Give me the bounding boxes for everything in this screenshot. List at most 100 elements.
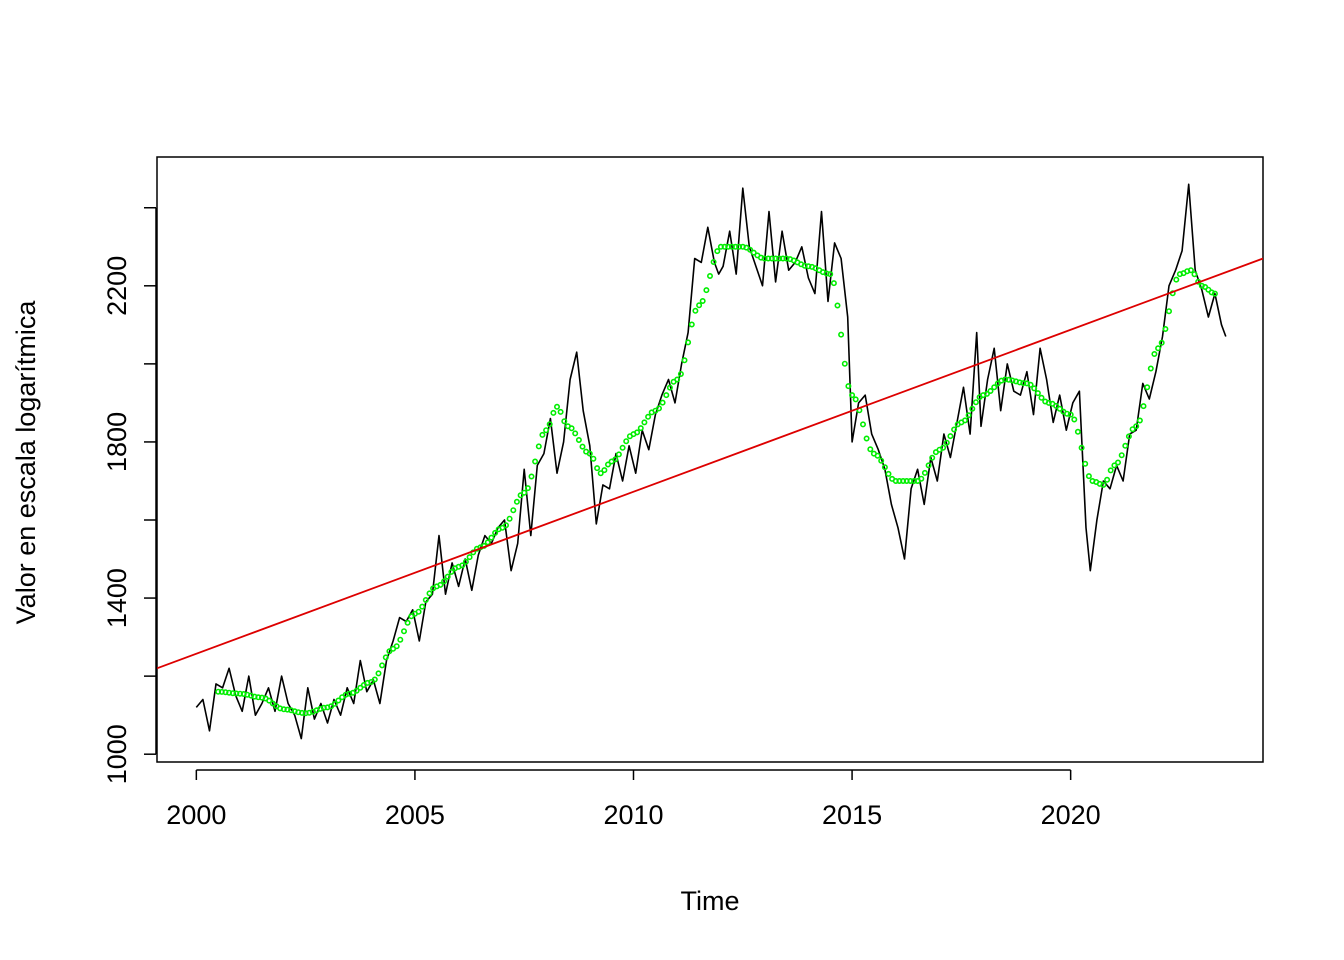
smoothed-point [586, 450, 593, 457]
x-tick-label: 2000 [166, 800, 226, 830]
smoothed-point [1056, 405, 1063, 412]
smoothed-point [961, 417, 968, 424]
smoothed-point [441, 578, 448, 585]
smoothed-point [444, 573, 451, 580]
smoothed-point [645, 413, 652, 420]
smoothed-point [637, 425, 644, 432]
series-line-observed [195, 183, 1227, 740]
smoothed-point [484, 539, 491, 546]
smoothed-point [532, 458, 539, 465]
smoothed-point [972, 399, 979, 406]
smoothed-point [994, 380, 1001, 387]
smoothed-point [371, 676, 378, 683]
smoothed-point [543, 427, 550, 434]
x-tick-label: 2005 [385, 800, 445, 830]
y-tick-label: 2200 [102, 256, 132, 316]
smoothed-point [266, 697, 273, 704]
smoothed-point [940, 444, 947, 451]
smoothed-point [594, 465, 601, 472]
smoothed-point [382, 654, 389, 661]
smoothed-point [506, 515, 513, 522]
smoothed-point [397, 636, 404, 643]
smoothed-point [604, 461, 611, 468]
smoothed-point [579, 443, 586, 450]
smoothed-point [572, 430, 579, 437]
smoothed-point [561, 418, 568, 425]
smoothed-point [1034, 390, 1041, 397]
smoothed-point [859, 421, 866, 428]
smoothed-point [1144, 384, 1151, 391]
y-axis-label: Valor en escala logarítmica [11, 300, 41, 625]
smoothed-point [965, 412, 972, 419]
smoothed-point [874, 452, 881, 459]
smoothed-point [335, 697, 342, 704]
smoothed-point [1133, 423, 1140, 430]
smoothed-point [1115, 459, 1122, 466]
smoothed-point [983, 390, 990, 397]
x-tick-label: 2015 [822, 800, 882, 830]
smoothed-point [1187, 267, 1194, 274]
smoothed-point [655, 405, 662, 412]
smoothed-point [404, 619, 411, 626]
smoothed-point [1085, 473, 1092, 480]
smoothed-point [659, 399, 666, 406]
smoothed-point [1122, 442, 1129, 449]
smoothed-point [426, 590, 433, 597]
smoothed-point [1129, 426, 1136, 433]
smoothed-point [991, 384, 998, 391]
smoothed-point [1166, 308, 1173, 315]
smoothed-point [925, 462, 932, 469]
smoothed-point [1173, 276, 1180, 283]
smoothed-point [448, 568, 455, 575]
smoothed-point [834, 302, 841, 309]
smoothed-point [634, 429, 641, 436]
smoothed-point [1071, 416, 1078, 423]
smoothed-point [1078, 444, 1085, 451]
smoothed-point [750, 249, 757, 256]
smoothed-point [929, 454, 936, 461]
smoothed-point [830, 280, 837, 287]
smoothed-point [462, 558, 469, 565]
smoothed-point [728, 243, 735, 250]
smoothed-point [1147, 365, 1154, 372]
smoothed-point [1074, 428, 1081, 435]
smoothed-point [466, 554, 473, 561]
smoothed-point [590, 455, 597, 462]
smoothed-point [943, 439, 950, 446]
smoothed-point [510, 507, 517, 514]
smoothed-point [918, 475, 925, 482]
smoothed-point [459, 562, 466, 569]
smoothed-point [732, 243, 739, 250]
smoothed-point [1053, 402, 1060, 409]
smoothed-point [1111, 462, 1118, 469]
smoothed-point [921, 469, 928, 476]
smoothed-point [841, 360, 848, 367]
smoothed-point [703, 287, 710, 294]
x-tick-label: 2020 [1041, 800, 1101, 830]
smoothed-point [375, 670, 382, 677]
smoothed-point [867, 446, 874, 453]
x-tick-label: 2010 [603, 800, 663, 830]
smoothed-point [575, 436, 582, 443]
smoothed-point [674, 376, 681, 383]
series-line-trend [157, 257, 1263, 670]
series-points-smoothed [215, 243, 1218, 717]
smoothed-point [1100, 481, 1107, 488]
smoothed-point [878, 457, 885, 464]
smoothed-point [422, 596, 429, 603]
smoothed-point [987, 387, 994, 394]
smoothed-point [947, 433, 954, 440]
smoothed-point [1027, 381, 1034, 388]
smoothed-point [845, 383, 852, 390]
smoothed-point [1151, 350, 1158, 357]
x-axis: 2000 2005 2010 2015 2020 [166, 769, 1101, 830]
smoothed-point [710, 258, 717, 265]
y-tick-label: 1000 [102, 724, 132, 784]
series-layer [157, 183, 1263, 740]
smoothed-point [419, 603, 426, 610]
smoothed-point [881, 464, 888, 471]
smoothed-point [685, 339, 692, 346]
smoothed-point [688, 321, 695, 328]
smoothed-point [714, 248, 721, 255]
